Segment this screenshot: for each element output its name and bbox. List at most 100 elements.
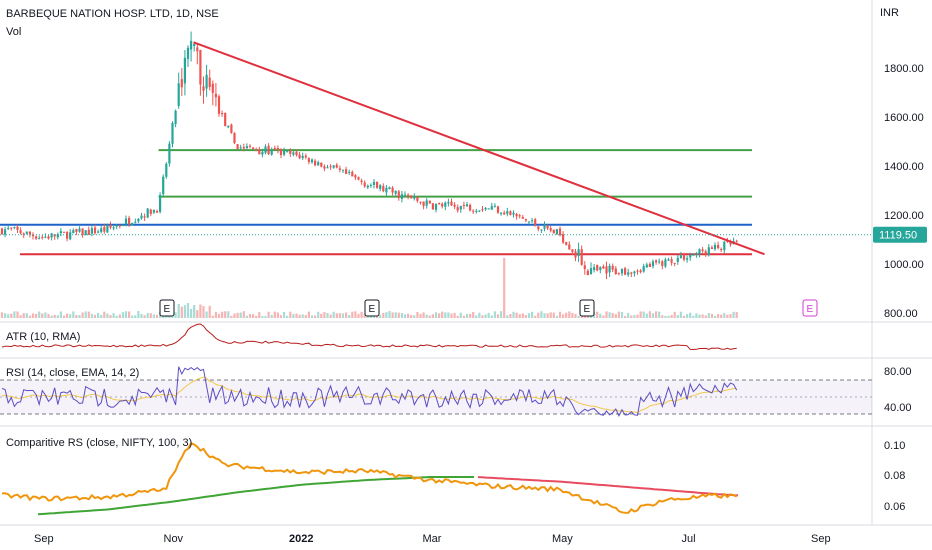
volume-bar bbox=[310, 315, 314, 318]
candle-body bbox=[450, 201, 453, 206]
candle-body bbox=[410, 195, 413, 199]
candle-body bbox=[369, 184, 372, 186]
candle-body bbox=[642, 266, 645, 272]
candle-body bbox=[59, 231, 62, 234]
volume-bar bbox=[431, 314, 434, 318]
earnings-marker-0[interactable]: E bbox=[159, 299, 175, 317]
candle-body bbox=[186, 47, 190, 59]
candle-body bbox=[10, 227, 13, 229]
candle-body bbox=[664, 259, 667, 267]
candle-body bbox=[100, 228, 103, 232]
volume-bar bbox=[531, 311, 534, 318]
candle-body bbox=[261, 151, 264, 155]
volume-bar bbox=[41, 313, 44, 318]
volume-bar bbox=[276, 312, 279, 318]
candle-body bbox=[413, 196, 416, 199]
volume-bar bbox=[568, 311, 571, 318]
volume-bar bbox=[146, 312, 149, 318]
volume-bar bbox=[183, 305, 186, 318]
chart-title: BARBEQUE NATION HOSP. LTD, 1D, NSE bbox=[6, 8, 219, 20]
price-tick-3: 1200.00 bbox=[884, 210, 924, 222]
volume-bar bbox=[320, 313, 323, 318]
volume-bar bbox=[456, 315, 459, 318]
candle-body bbox=[134, 221, 137, 223]
time-tick-3: Mar bbox=[423, 533, 442, 545]
volume-bar bbox=[106, 313, 109, 318]
time-axis[interactable]: Sep Nov 2022 Mar May Jul Sep bbox=[34, 533, 831, 545]
candle-body bbox=[565, 242, 568, 245]
candle-body bbox=[701, 249, 704, 252]
price-tick-5: 800.00 bbox=[884, 308, 918, 320]
trendline[interactable] bbox=[193, 41, 765, 256]
price-axis[interactable]: 1800.00 1600.00 1400.00 1200.00 1000.00 800.0… bbox=[884, 63, 924, 320]
candle-body bbox=[363, 182, 366, 187]
candle-body bbox=[679, 255, 682, 258]
volume-bar bbox=[549, 312, 552, 318]
candle-body bbox=[304, 155, 307, 158]
candle-body bbox=[379, 185, 382, 189]
volume-bar bbox=[651, 313, 655, 318]
volume-bar bbox=[382, 312, 385, 318]
volume-bar bbox=[301, 314, 304, 318]
candle-body bbox=[149, 209, 152, 214]
volume-bar bbox=[239, 312, 242, 318]
volume-bar bbox=[707, 313, 710, 318]
earnings-marker-1[interactable]: E bbox=[364, 299, 380, 317]
volume-bar bbox=[397, 312, 400, 318]
candle-body bbox=[332, 165, 335, 168]
candle-body bbox=[242, 147, 245, 149]
candle-body bbox=[106, 225, 109, 233]
candle-body bbox=[314, 160, 317, 166]
volume-bar bbox=[236, 312, 239, 318]
volume-bar bbox=[7, 314, 10, 318]
volume-bar bbox=[546, 313, 549, 318]
candle-body bbox=[444, 202, 447, 207]
volume-bar bbox=[695, 313, 698, 318]
candle-body bbox=[447, 202, 450, 204]
volume-bar bbox=[22, 313, 25, 318]
volume-bar bbox=[221, 311, 224, 318]
candle-body bbox=[103, 226, 106, 232]
time-tick-6: Sep bbox=[811, 533, 831, 545]
volume-bar bbox=[44, 312, 47, 318]
candle-body bbox=[72, 230, 75, 234]
candle-body bbox=[661, 261, 664, 266]
volume-bar bbox=[394, 312, 397, 318]
volume-bar bbox=[655, 311, 658, 318]
candle-body bbox=[124, 218, 128, 225]
volume-bar bbox=[72, 311, 75, 318]
candle-body bbox=[335, 164, 338, 168]
candle-body bbox=[394, 190, 397, 194]
candle-body bbox=[704, 251, 707, 255]
candle-body bbox=[66, 231, 69, 239]
volume-bar bbox=[261, 315, 264, 318]
candle-body bbox=[577, 249, 580, 256]
volume-bar bbox=[193, 305, 196, 318]
candle-body bbox=[484, 207, 487, 210]
volume-bar bbox=[639, 311, 642, 318]
candle-body bbox=[152, 209, 155, 213]
earnings-marker-3[interactable]: E bbox=[802, 299, 818, 317]
candle-body bbox=[168, 143, 171, 164]
volume-bar bbox=[726, 314, 729, 318]
candle-body bbox=[645, 264, 648, 268]
candle-body bbox=[366, 185, 369, 188]
candle-body bbox=[630, 272, 633, 274]
volume-bar bbox=[534, 315, 537, 318]
candle-body bbox=[527, 221, 531, 223]
candle-body bbox=[723, 241, 726, 251]
candle-body bbox=[155, 211, 159, 213]
volume-bar bbox=[642, 311, 645, 318]
volume-bar bbox=[419, 313, 422, 318]
volume-bar bbox=[152, 314, 155, 318]
candle-body bbox=[38, 237, 41, 239]
volume-bar bbox=[475, 315, 478, 318]
volume-bar bbox=[155, 314, 159, 318]
volume-bar bbox=[0, 312, 4, 318]
rsi-tick-80: 80.00 bbox=[884, 366, 912, 378]
volume-bar bbox=[224, 311, 227, 318]
volume-bar bbox=[248, 314, 252, 318]
earnings-marker-2[interactable]: E bbox=[579, 299, 595, 317]
